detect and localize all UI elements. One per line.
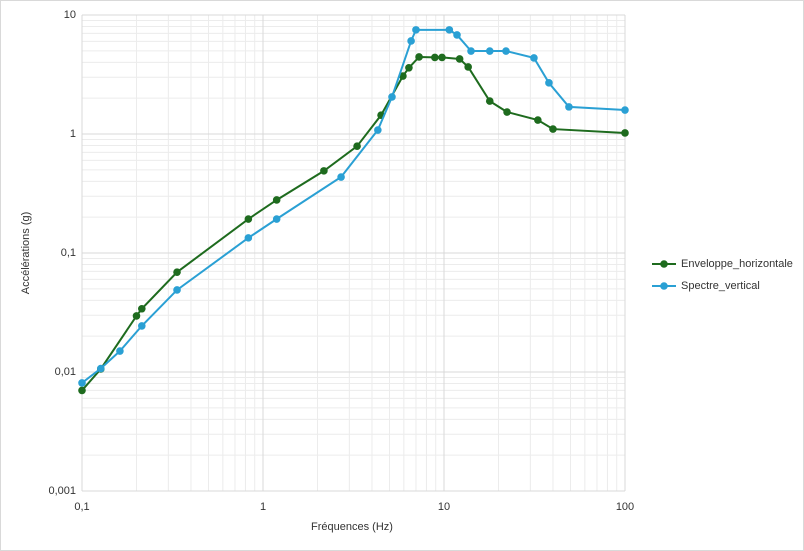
- y-tick-label: 0,001: [48, 485, 76, 497]
- y-tick-label: 0,1: [61, 247, 76, 259]
- data-point: [173, 286, 181, 294]
- data-point: [272, 196, 281, 204]
- data-point: [431, 53, 439, 62]
- legend-label: Enveloppe_horizontale: [681, 258, 793, 270]
- data-point: [138, 304, 146, 313]
- data-point: [534, 116, 542, 124]
- data-point: [96, 364, 105, 373]
- data-point: [78, 386, 86, 395]
- data-point: [272, 215, 281, 223]
- data-point: [353, 142, 361, 150]
- data-point: [132, 312, 141, 320]
- x-tick-label: 10: [438, 501, 450, 513]
- data-point: [412, 26, 420, 34]
- legend-swatch-marker: [660, 282, 668, 290]
- data-point: [621, 129, 629, 137]
- data-point: [549, 125, 557, 133]
- x-tick-label: 100: [616, 501, 634, 513]
- data-point: [530, 54, 538, 62]
- y-tick-label: 1: [70, 128, 76, 140]
- data-point: [485, 47, 494, 55]
- data-point: [445, 26, 454, 34]
- data-point: [438, 53, 446, 62]
- data-point: [464, 63, 472, 71]
- data-point: [545, 79, 553, 87]
- y-tick-label: 0,01: [55, 366, 76, 378]
- data-point: [388, 93, 396, 101]
- data-point: [503, 108, 511, 116]
- data-point: [621, 106, 629, 114]
- x-tick-label: 0,1: [74, 501, 89, 513]
- data-point: [453, 31, 461, 39]
- data-point: [399, 72, 407, 80]
- legend-label: Spectre_vertical: [681, 280, 760, 292]
- data-point: [116, 347, 124, 355]
- data-point: [173, 268, 181, 276]
- data-point: [467, 47, 475, 55]
- data-point: [138, 322, 146, 330]
- data-point: [485, 97, 494, 105]
- series-line: [81, 55, 626, 392]
- data-point: [565, 103, 573, 111]
- x-axis-label: Fréquences (Hz): [311, 521, 393, 533]
- data-point: [502, 47, 510, 55]
- data-point: [407, 37, 415, 45]
- data-point: [337, 173, 345, 181]
- data-point: [455, 55, 464, 63]
- data-point: [320, 167, 328, 175]
- y-tick-label: 10: [64, 9, 76, 21]
- data-point: [244, 234, 253, 242]
- data-point: [244, 215, 253, 223]
- data-point: [78, 379, 86, 387]
- x-tick-label: 1: [260, 501, 266, 513]
- data-point: [405, 64, 413, 72]
- y-axis-label: Accélérations (g): [20, 212, 32, 295]
- data-point: [415, 53, 423, 61]
- legend-swatch-marker: [660, 260, 668, 268]
- data-point: [374, 126, 382, 134]
